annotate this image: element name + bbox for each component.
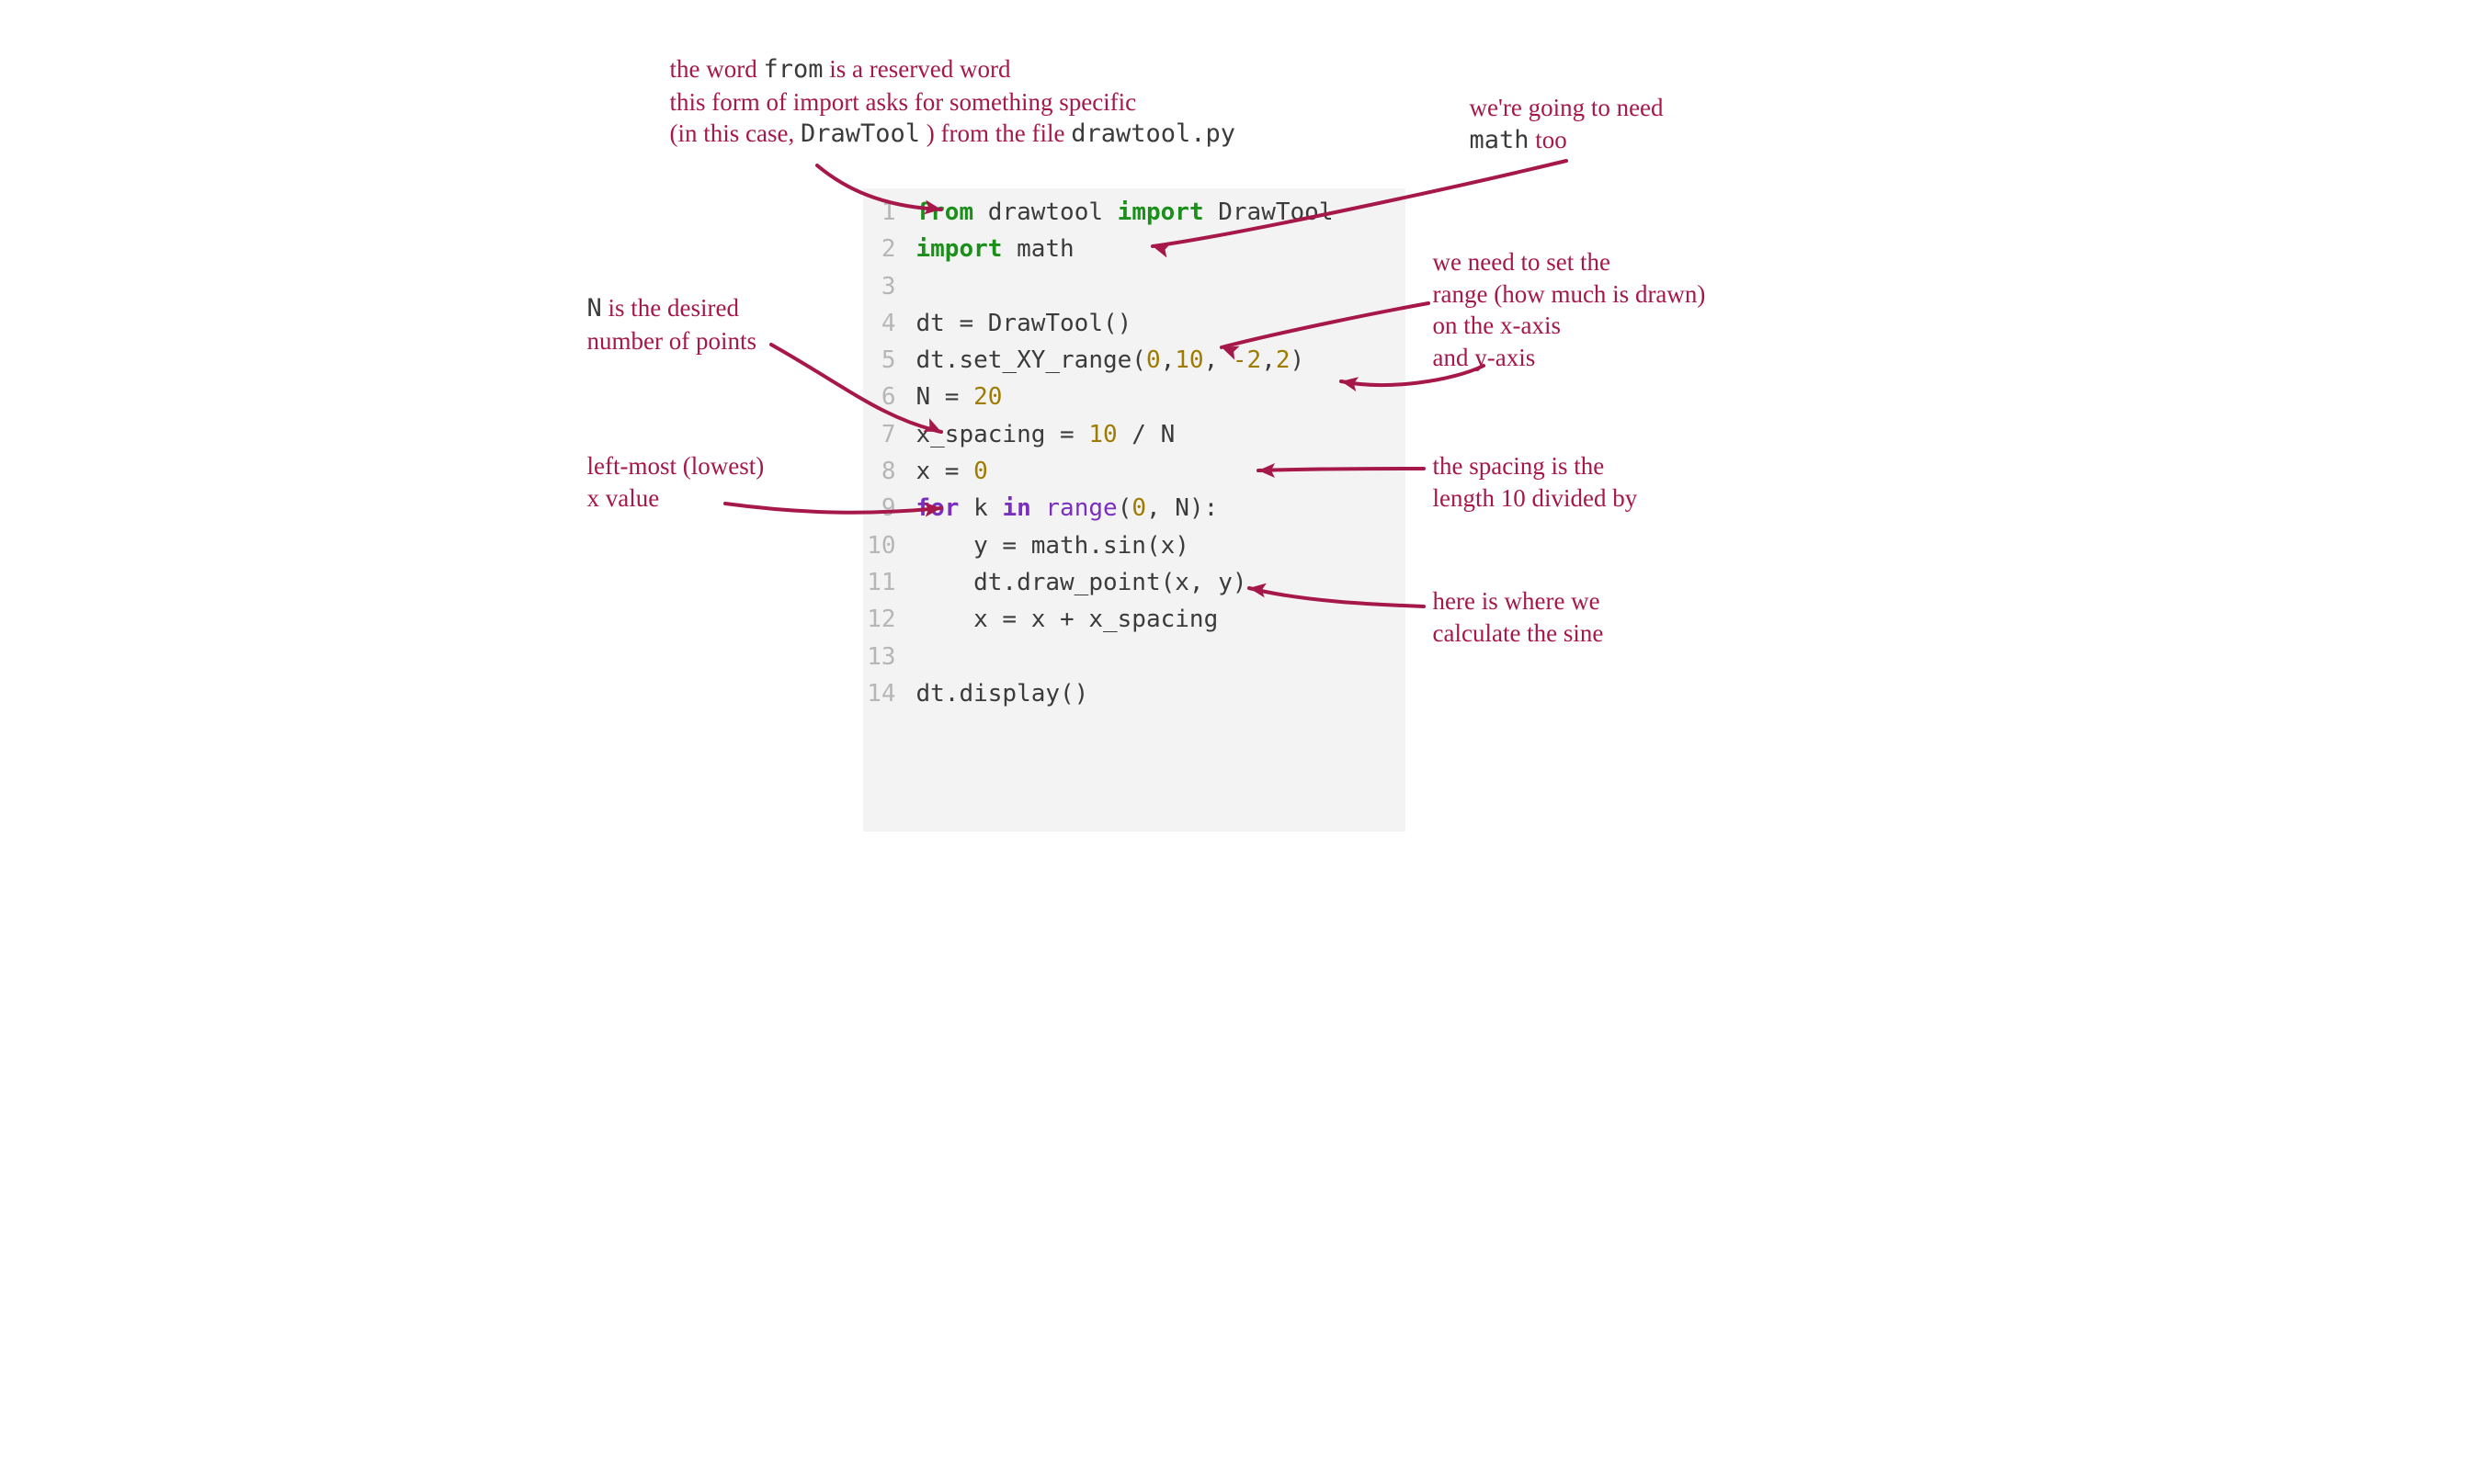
code-line: 9for k in range(0, N):: [863, 490, 1405, 527]
code-line: 11 dt.draw_point(x, y): [863, 564, 1405, 601]
line-number: 10: [863, 527, 916, 564]
code-line: 4dt = DrawTool(): [863, 305, 1405, 342]
line-number: 8: [863, 453, 916, 490]
line-number: 4: [863, 305, 916, 342]
diagram-canvas: 1from drawtool import DrawTool2import ma…: [578, 37, 1902, 882]
code-line: 10 y = math.sin(x): [863, 527, 1405, 564]
line-number: 6: [863, 379, 916, 415]
line-number: 11: [863, 564, 916, 601]
code-text: dt = DrawTool(): [916, 305, 1132, 342]
line-number: 2: [863, 231, 916, 267]
code-line: 2import math: [863, 231, 1405, 267]
code-line: 13: [863, 639, 1405, 675]
code-text: x_spacing = 10 / N: [916, 416, 1176, 453]
annotation: N is the desirednumber of points: [587, 292, 863, 357]
annotation: the word from is a reserved wordthis for…: [670, 53, 1387, 151]
line-number: 12: [863, 601, 916, 638]
code-text: x = x + x_spacing: [916, 601, 1219, 638]
code-text: dt.display(): [916, 675, 1089, 712]
code-line: 8x = 0: [863, 453, 1405, 490]
line-number: 5: [863, 342, 916, 379]
code-text: import math: [916, 231, 1075, 267]
annotation: left-most (lowest)x value: [587, 450, 863, 514]
line-number: 13: [863, 639, 916, 675]
annotation: we need to set therange (how much is dra…: [1433, 246, 1791, 373]
line-number: 3: [863, 268, 916, 305]
code-text: dt.set_XY_range(0,10, -2,2): [916, 342, 1305, 379]
code-line: 12 x = x + x_spacing: [863, 601, 1405, 638]
code-text: for k in range(0, N):: [916, 490, 1219, 527]
code-text: dt.draw_point(x, y): [916, 564, 1247, 601]
code-line: 14dt.display(): [863, 675, 1405, 712]
annotation: the spacing is thelength 10 divided by: [1433, 450, 1736, 514]
annotation: we're going to needmath too: [1470, 92, 1764, 156]
code-text: [916, 268, 931, 305]
annotation: here is where wecalculate the sine: [1433, 585, 1709, 649]
code-text: x = 0: [916, 453, 988, 490]
line-number: 9: [863, 490, 916, 527]
code-line: 6N = 20: [863, 379, 1405, 415]
code-text: [916, 639, 931, 675]
code-text: N = 20: [916, 379, 1003, 415]
code-line: 7x_spacing = 10 / N: [863, 416, 1405, 453]
line-number: 14: [863, 675, 916, 712]
line-number: 1: [863, 194, 916, 231]
code-block: 1from drawtool import DrawTool2import ma…: [863, 188, 1405, 832]
line-number: 7: [863, 416, 916, 453]
code-line: 1from drawtool import DrawTool: [863, 194, 1405, 231]
code-line: 3: [863, 268, 1405, 305]
code-text: y = math.sin(x): [916, 527, 1189, 564]
code-text: from drawtool import DrawTool: [916, 194, 1334, 231]
code-line: 5dt.set_XY_range(0,10, -2,2): [863, 342, 1405, 379]
